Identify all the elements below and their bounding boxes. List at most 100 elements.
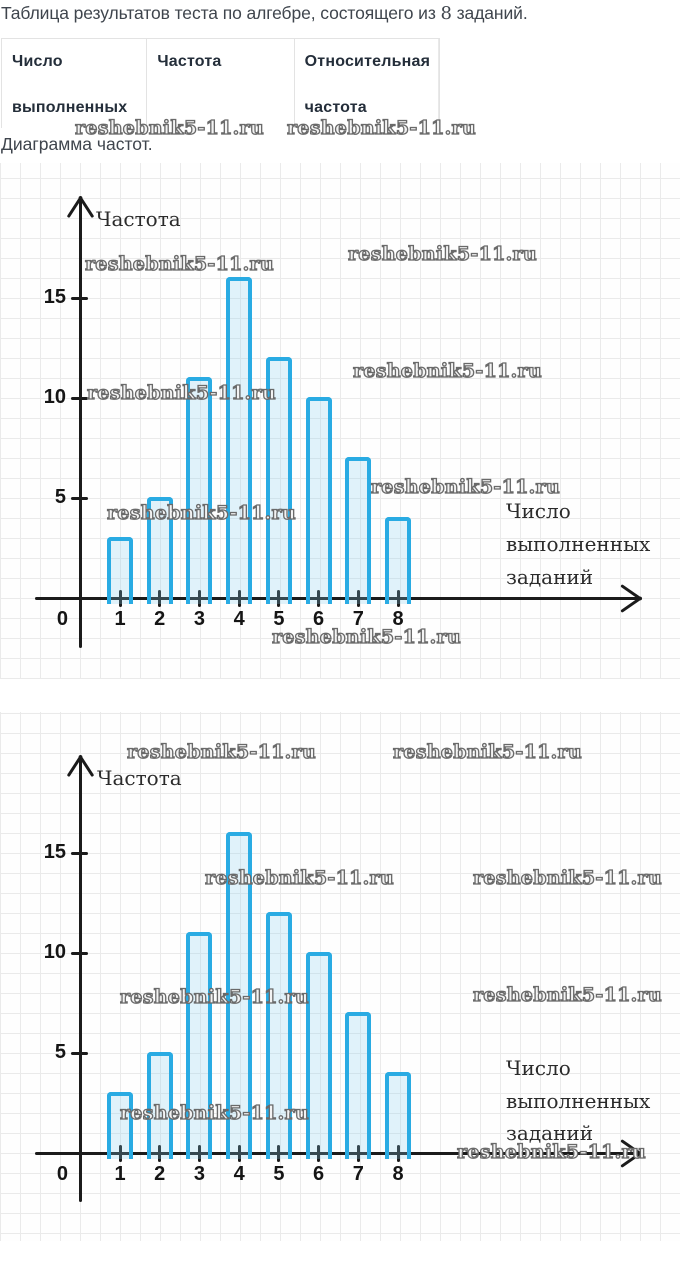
frequency-bar (385, 517, 412, 604)
x-tick-label: 2 (154, 1163, 166, 1185)
frequency-bar (345, 457, 372, 604)
x-axis-tick (197, 1145, 201, 1162)
x-axis-tick (356, 590, 360, 607)
table-header-relative-line1: Относительная (304, 53, 431, 70)
watermark: reshebnik5-11.ru (119, 1101, 309, 1124)
y-tick-label: 10 (43, 941, 66, 963)
x-axis-tick (118, 590, 122, 607)
x-axis-tick (158, 1145, 162, 1162)
x-axis-title-line: Число (506, 499, 571, 523)
y-axis-tick (71, 952, 88, 955)
x-axis-tick (356, 1145, 360, 1162)
results-table: Число выполненных Частота Относительная … (1, 38, 440, 128)
x-axis-tick (396, 1145, 400, 1162)
x-axis-title-line: выполненных (506, 1089, 651, 1113)
table-column-relative-frequency: Относительная частота (295, 39, 439, 128)
x-tick-label: 5 (273, 608, 285, 630)
x-axis-title-line: заданий (506, 565, 594, 589)
x-axis (35, 1152, 642, 1155)
page-title-text: Таблица результатов теста по алгебре, со… (1, 3, 441, 23)
watermark: reshebnik5-11.ru (472, 983, 662, 1006)
x-tick-label: 5 (273, 1163, 285, 1185)
tasks-count: 8 (440, 3, 452, 24)
frequency-bar (265, 912, 292, 1159)
section-subtitle: Диаграмма частот. (1, 134, 153, 154)
y-axis (79, 759, 82, 1202)
watermark: reshebnik5-11.ru (347, 242, 537, 265)
x-tick-label: 7 (352, 1163, 364, 1185)
y-axis-tick (71, 852, 88, 855)
table-header-completed-line1: Число (12, 53, 63, 70)
x-tick-label: 3 (193, 608, 205, 630)
frequency-bar (107, 537, 133, 604)
x-axis-title-line: заданий (506, 1121, 594, 1145)
x-axis-tick (118, 1145, 122, 1162)
page-title: Таблица результатов теста по алгебре, со… (1, 2, 671, 25)
x-tick-label: 6 (313, 608, 325, 630)
watermark: reshebnik5-11.ru (119, 985, 309, 1008)
frequency-bar (305, 397, 332, 604)
watermark: reshebnik5-11.ru (86, 381, 276, 404)
y-axis (79, 200, 82, 648)
x-tick-label: 1 (114, 1163, 126, 1185)
frequency-bar (265, 357, 292, 604)
table-header-completed-line2: выполненных (12, 99, 128, 116)
x-tick-label: 8 (392, 608, 404, 630)
watermark: reshebnik5-11.ru (126, 740, 316, 763)
origin-label: 0 (56, 608, 68, 630)
y-tick-label: 10 (43, 386, 66, 408)
watermark: reshebnik5-11.ru (472, 866, 662, 889)
x-axis-tick (237, 590, 241, 607)
x-axis-tick (158, 590, 162, 607)
y-axis-title: Частота (96, 207, 181, 231)
y-tick-label: 15 (43, 286, 66, 308)
x-axis-title-line: Число (506, 1056, 571, 1080)
y-axis-tick (71, 397, 88, 400)
frequency-bar (186, 377, 213, 604)
x-tick-label: 6 (313, 1163, 325, 1185)
frequency-chart-1: 5 10 15 0 1 2 3 4 5 6 7 8 Частота Число выполненных зад… (0, 163, 680, 679)
watermark: reshebnik5-11.ru (84, 252, 274, 275)
watermark: reshebnik5-11.ru (271, 625, 461, 648)
x-axis-tick (277, 1145, 281, 1162)
y-axis-tick (71, 1052, 88, 1055)
watermark: reshebnik5-11.ru (204, 866, 394, 889)
x-tick-label: 8 (392, 1163, 404, 1185)
table-column-frequency: Частота (147, 39, 295, 128)
frequency-bar (345, 1012, 372, 1159)
watermark: reshebnik5-11.ru (286, 116, 476, 139)
x-tick-label: 1 (114, 608, 126, 630)
x-axis-tick (396, 590, 400, 607)
x-axis-tick (237, 1145, 241, 1162)
frequency-bar (107, 1092, 133, 1159)
table-column-completed: Число выполненных (2, 39, 148, 128)
y-tick-label: 5 (54, 486, 66, 508)
frequency-chart-2: 5 10 15 0 1 2 3 4 5 6 7 8 Частота Число выполненных зад… (0, 712, 680, 1241)
x-axis-tick (197, 590, 201, 607)
x-axis (35, 597, 642, 600)
table-header-frequency: Частота (157, 53, 222, 70)
x-tick-label: 7 (352, 608, 364, 630)
frequency-bar (146, 1052, 173, 1159)
x-axis-title-line: выполненных (506, 532, 651, 556)
y-axis-tick (71, 297, 88, 300)
watermark: reshebnik5-11.ru (74, 116, 264, 139)
x-axis-tick (317, 590, 321, 607)
y-tick-label: 5 (54, 1041, 66, 1063)
x-tick-label: 2 (154, 608, 166, 630)
frequency-bar (226, 277, 253, 604)
watermark: reshebnik5-11.ru (392, 740, 582, 763)
x-axis-tick (317, 1145, 321, 1162)
y-tick-label: 15 (43, 841, 66, 863)
watermark: reshebnik5-11.ru (106, 501, 296, 524)
frequency-bar (186, 932, 213, 1159)
y-axis-title: Частота (97, 766, 182, 790)
watermark: reshebnik5-11.ru (456, 1140, 646, 1163)
x-axis-tick (277, 590, 281, 607)
page-title-suffix: заданий. (451, 3, 528, 23)
table-header-relative-line2: частота (304, 99, 367, 116)
y-axis-tick (71, 497, 88, 500)
watermark: reshebnik5-11.ru (370, 475, 560, 498)
x-tick-label: 3 (193, 1163, 205, 1185)
